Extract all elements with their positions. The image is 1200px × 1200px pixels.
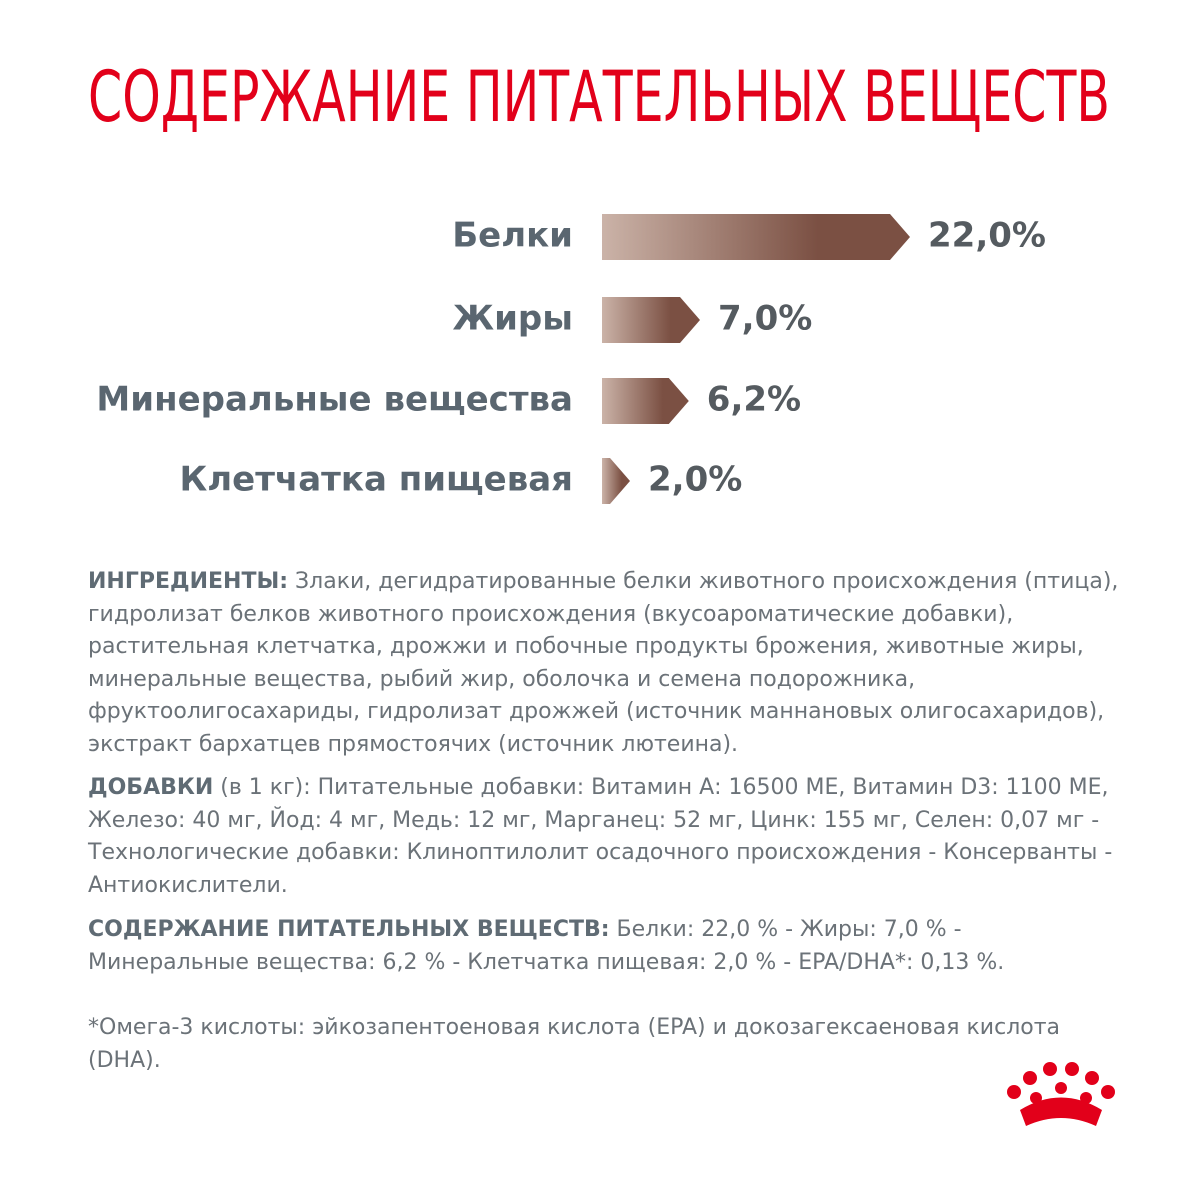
- chart-title: СОДЕРЖАНИЕ ПИТАТЕЛЬНЫХ ВЕЩЕСТВ: [88, 56, 1110, 138]
- nutrients-text: Белки: 22,0 % - Жиры: 7,0 % - Минеральны…: [88, 917, 1005, 975]
- category-label: Минеральные вещества: [96, 380, 573, 420]
- footnote-text: *Омега-3 кислоты: эйкозапентоеновая кисл…: [88, 1015, 1061, 1073]
- nutrients: СОДЕРЖАНИЕ ПИТАТЕЛЬНЫХ ВЕЩЕСТВ: Белки: 2…: [88, 914, 1128, 979]
- category-label: Жиры: [452, 299, 573, 339]
- additives-qualifier: (в 1 кг):: [220, 775, 311, 800]
- additives-text: Питательные добавки: Витамин А: 16500 МЕ…: [88, 775, 1113, 898]
- bar: [602, 378, 689, 424]
- ingredients: ИНГРЕДИЕНТЫ: Злаки, дегидратированные бе…: [88, 566, 1128, 761]
- value-label: 6,2%: [707, 380, 801, 420]
- additives: ДОБАВКИ (в 1 кг): Питательные добавки: В…: [88, 772, 1128, 902]
- bar: [602, 458, 630, 504]
- logo: [1007, 1062, 1115, 1126]
- ingredients-label: ИНГРЕДИЕНТЫ:: [88, 569, 289, 594]
- additives-label: ДОБАВКИ: [88, 775, 214, 800]
- footnote: *Омега-3 кислоты: эйкозапентоеновая кисл…: [88, 1012, 1128, 1077]
- bar: [602, 297, 700, 343]
- chart: СОДЕРЖАНИЕ ПИТАТЕЛЬНЫХ ВЕЩЕСТВ Белки 22,0…: [88, 56, 1110, 504]
- category-label: Белки: [452, 216, 573, 256]
- value-label: 22,0%: [928, 216, 1046, 256]
- nutrients-label: СОДЕРЖАНИЕ ПИТАТЕЛЬНЫХ ВЕЩЕСТВ:: [88, 917, 610, 942]
- value-label: 7,0%: [718, 299, 812, 339]
- value-label: 2,0%: [648, 460, 742, 500]
- category-label: Клетчатка пищевая: [179, 460, 573, 500]
- ingredients-text: Злаки, дегидратированные белки животного…: [88, 569, 1119, 757]
- bar: [602, 214, 910, 260]
